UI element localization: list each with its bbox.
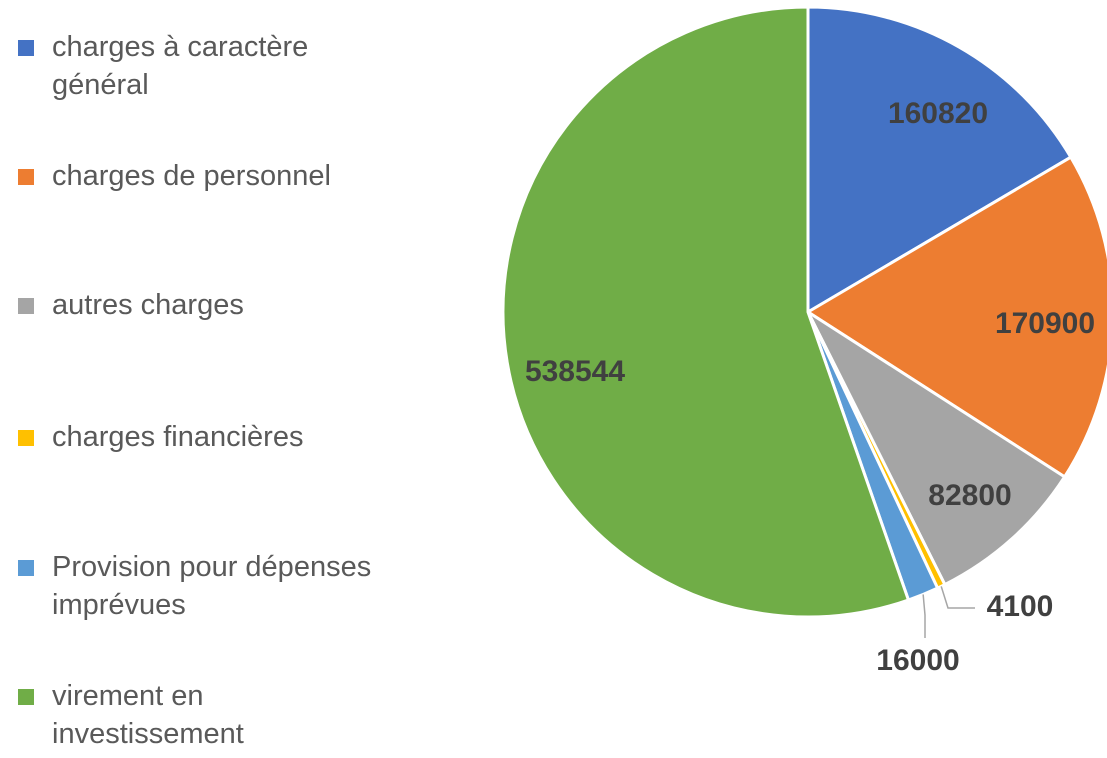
- legend-item: charges financières: [18, 418, 378, 456]
- pie-slice: [501, 5, 911, 619]
- legend-item: charges de personnel: [18, 157, 378, 195]
- legend-label: virement en investissement: [52, 680, 244, 750]
- legend-swatch: [18, 298, 34, 314]
- legend-label: charges à caractère général: [52, 31, 309, 101]
- legend-label: charges financières: [52, 421, 304, 453]
- legend-item: charges à caractère général: [18, 28, 378, 104]
- legend-item: virement en investissement: [18, 677, 378, 753]
- pie-slice: [804, 307, 1067, 587]
- data-label: 16000: [876, 644, 959, 677]
- data-label: 160820: [888, 97, 988, 130]
- legend-item: autres charges: [18, 286, 378, 324]
- legend-label: autres charges: [52, 289, 244, 321]
- pie-slice: [806, 5, 1073, 315]
- legend-swatch: [18, 169, 34, 185]
- legend-label: Provision pour dépenses imprévues: [52, 551, 372, 621]
- data-label: 82800: [928, 479, 1011, 512]
- legend-item: Provision pour dépenses imprévues: [18, 548, 378, 624]
- legend-swatch: [18, 560, 34, 576]
- data-label: 4100: [987, 590, 1054, 623]
- legend-swatch: [18, 430, 34, 446]
- legend-swatch: [18, 40, 34, 56]
- leader-line: [940, 586, 975, 609]
- pie-slice: [805, 155, 1107, 479]
- legend-label: charges de personnel: [52, 160, 331, 192]
- data-label: 538544: [525, 355, 625, 388]
- leader-line: [922, 594, 926, 638]
- legend-swatch: [18, 689, 34, 705]
- data-label: 170900: [995, 307, 1095, 340]
